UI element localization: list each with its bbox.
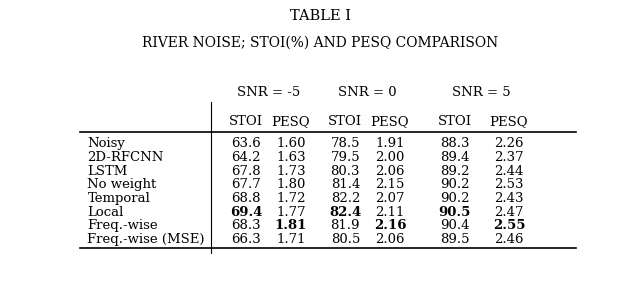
Text: TABLE I: TABLE I — [289, 9, 351, 23]
Text: 2.46: 2.46 — [494, 233, 524, 246]
Text: 2.06: 2.06 — [375, 165, 404, 178]
Text: 89.2: 89.2 — [440, 165, 469, 178]
Text: 1.71: 1.71 — [276, 233, 305, 246]
Text: 68.8: 68.8 — [232, 192, 261, 205]
Text: SNR = 0: SNR = 0 — [339, 86, 397, 99]
Text: 1.63: 1.63 — [276, 151, 306, 164]
Text: SNR = 5: SNR = 5 — [452, 86, 511, 99]
Text: 90.2: 90.2 — [440, 178, 469, 191]
Text: 1.77: 1.77 — [276, 205, 306, 219]
Text: 81.4: 81.4 — [331, 178, 360, 191]
Text: 67.8: 67.8 — [231, 165, 261, 178]
Text: 78.5: 78.5 — [331, 137, 360, 150]
Text: 90.4: 90.4 — [440, 219, 469, 232]
Text: 80.5: 80.5 — [331, 233, 360, 246]
Text: PESQ: PESQ — [490, 115, 529, 129]
Text: 2.53: 2.53 — [494, 178, 524, 191]
Text: 82.2: 82.2 — [331, 192, 360, 205]
Text: STOI: STOI — [229, 115, 263, 129]
Text: 89.4: 89.4 — [440, 151, 469, 164]
Text: Freq.-wise (MSE): Freq.-wise (MSE) — [88, 233, 205, 246]
Text: No weight: No weight — [88, 178, 157, 191]
Text: STOI: STOI — [437, 115, 472, 129]
Text: 1.80: 1.80 — [276, 178, 305, 191]
Text: 2.37: 2.37 — [494, 151, 524, 164]
Text: 1.81: 1.81 — [275, 219, 307, 232]
Text: 2.55: 2.55 — [493, 219, 525, 232]
Text: RIVER NOISE; STOI(%) AND PESQ COMPARISON: RIVER NOISE; STOI(%) AND PESQ COMPARISON — [142, 36, 498, 50]
Text: 2.43: 2.43 — [494, 192, 524, 205]
Text: 1.60: 1.60 — [276, 137, 305, 150]
Text: 2D-RFCNN: 2D-RFCNN — [88, 151, 164, 164]
Text: Temporal: Temporal — [88, 192, 150, 205]
Text: 2.15: 2.15 — [375, 178, 404, 191]
Text: 2.44: 2.44 — [494, 165, 524, 178]
Text: Local: Local — [88, 205, 124, 219]
Text: STOI: STOI — [328, 115, 362, 129]
Text: 66.3: 66.3 — [231, 233, 261, 246]
Text: 1.73: 1.73 — [276, 165, 306, 178]
Text: LSTM: LSTM — [88, 165, 128, 178]
Text: 90.2: 90.2 — [440, 192, 469, 205]
Text: 67.7: 67.7 — [231, 178, 261, 191]
Text: 1.72: 1.72 — [276, 192, 305, 205]
Text: Freq.-wise: Freq.-wise — [88, 219, 158, 232]
Text: 2.16: 2.16 — [374, 219, 406, 232]
Text: 2.47: 2.47 — [494, 205, 524, 219]
Text: 88.3: 88.3 — [440, 137, 469, 150]
Text: PESQ: PESQ — [371, 115, 410, 129]
Text: 69.4: 69.4 — [230, 205, 262, 219]
Text: 80.3: 80.3 — [331, 165, 360, 178]
Text: 2.00: 2.00 — [375, 151, 404, 164]
Text: 64.2: 64.2 — [232, 151, 261, 164]
Text: 89.5: 89.5 — [440, 233, 469, 246]
Text: 2.26: 2.26 — [494, 137, 524, 150]
Text: 2.11: 2.11 — [375, 205, 404, 219]
Text: 79.5: 79.5 — [330, 151, 360, 164]
Text: 1.91: 1.91 — [375, 137, 404, 150]
Text: 2.07: 2.07 — [375, 192, 404, 205]
Text: Noisy: Noisy — [88, 137, 125, 150]
Text: 63.6: 63.6 — [231, 137, 261, 150]
Text: SNR = -5: SNR = -5 — [237, 86, 300, 99]
Text: 2.06: 2.06 — [375, 233, 404, 246]
Text: 90.5: 90.5 — [438, 205, 470, 219]
Text: 81.9: 81.9 — [331, 219, 360, 232]
Text: 68.3: 68.3 — [231, 219, 261, 232]
Text: 82.4: 82.4 — [329, 205, 362, 219]
Text: PESQ: PESQ — [271, 115, 310, 129]
